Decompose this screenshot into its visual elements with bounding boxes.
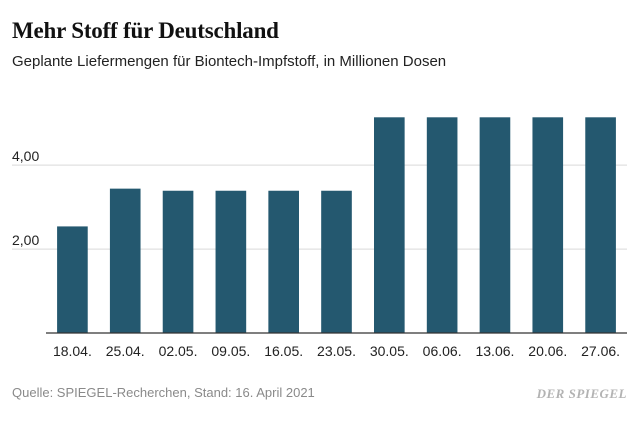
x-tick-label: 30.05.: [370, 343, 409, 359]
bar: [585, 117, 616, 333]
y-tick-label: 2,00: [12, 232, 39, 248]
x-tick-label: 25.04.: [106, 343, 145, 359]
chart-title: Mehr Stoff für Deutschland: [12, 18, 279, 43]
x-tick-label: 09.05.: [211, 343, 250, 359]
bar: [321, 190, 352, 333]
bar: [57, 226, 88, 333]
x-tick-label: 02.05.: [159, 343, 198, 359]
chart-subtitle: Geplante Liefermengen für Biontech-Impfs…: [12, 53, 447, 70]
x-tick-label: 16.05.: [264, 343, 303, 359]
source-note: Quelle: SPIEGEL-Recherchen, Stand: 16. A…: [12, 385, 315, 400]
bar: [109, 188, 141, 333]
bar: [532, 117, 564, 333]
bar: [162, 190, 194, 333]
x-tick-label: 13.06.: [475, 343, 514, 359]
bar: [479, 117, 511, 333]
bar: [268, 190, 299, 333]
brand-logo: DER SPIEGEL: [536, 386, 627, 401]
x-tick-label: 27.06.: [581, 343, 620, 359]
bars: [57, 117, 616, 333]
bar: [215, 190, 247, 333]
x-tick-label: 23.05.: [317, 343, 356, 359]
bar: [426, 117, 458, 333]
bar: [374, 117, 405, 333]
x-tick-label: 20.06.: [528, 343, 567, 359]
y-tick-label: 4,00: [12, 148, 39, 164]
x-tick-label: 18.04.: [53, 343, 92, 359]
x-tick-label: 06.06.: [423, 343, 462, 359]
axes: 2,00 4,00 18.04. 25.04. 02.05. 09.05. 16.05. 23…: [12, 148, 627, 359]
